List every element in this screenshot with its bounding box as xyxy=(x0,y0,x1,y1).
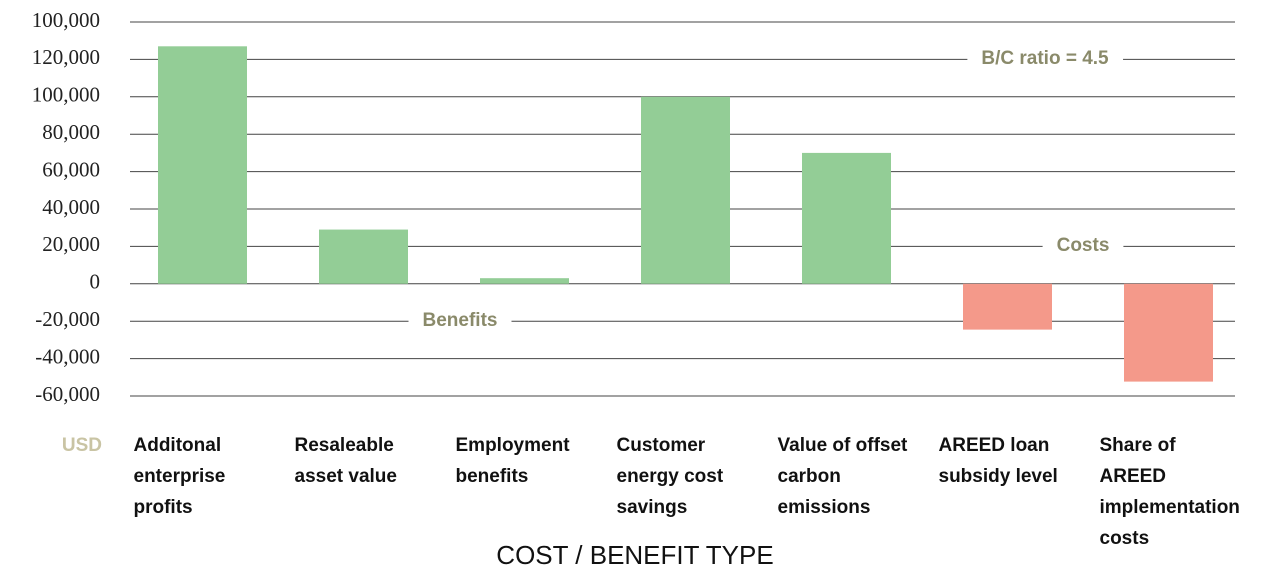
x-tick-label: Resaleable asset value xyxy=(294,435,397,487)
y-tick-label: -40,000 xyxy=(35,344,100,368)
x-axis-title: COST / BENEFIT TYPE xyxy=(496,540,774,570)
x-tick-label: Value of offset carbon emissions xyxy=(777,435,908,518)
y-tick-label: -20,000 xyxy=(35,307,100,331)
annotation-bg xyxy=(408,308,512,334)
bar xyxy=(802,152,891,284)
y-unit-label: USD xyxy=(61,435,102,456)
x-tick-label: Share of AREED implementation costs xyxy=(1099,435,1240,549)
annotation: B/C ratio = 4.5 xyxy=(967,46,1124,72)
bar xyxy=(319,229,408,284)
x-tick-label: Additonal enterprise profits xyxy=(133,435,226,518)
y-tick-label: 20,000 xyxy=(42,232,100,256)
bar xyxy=(641,96,730,284)
annotation-text: B/C ratio = 4.5 xyxy=(981,48,1109,69)
annotation: Benefits xyxy=(408,308,512,334)
x-tick-label: AREED loan subsidy level xyxy=(938,435,1058,487)
annotation-text: Costs xyxy=(1057,235,1110,256)
x-tick-label: Employment benefits xyxy=(455,435,570,487)
bar xyxy=(158,46,247,284)
y-tick-label: 80,000 xyxy=(42,120,100,144)
bar xyxy=(1124,283,1213,382)
annotation-bg xyxy=(967,46,1124,72)
bar xyxy=(963,283,1052,330)
y-tick-label: 100,000 xyxy=(32,8,100,32)
y-tick-label: 0 xyxy=(90,270,101,294)
y-tick-label: 60,000 xyxy=(42,157,100,181)
y-tick-label: -60,000 xyxy=(35,382,100,406)
bar xyxy=(480,278,569,284)
annotation-bg xyxy=(1042,233,1124,259)
x-tick-label: Customer energy cost savings xyxy=(616,435,724,518)
y-tick-label: 40,000 xyxy=(42,195,100,219)
annotation: Costs xyxy=(1042,233,1124,259)
y-tick-label: 100,000 xyxy=(32,83,100,107)
y-tick-label: 120,000 xyxy=(32,45,100,69)
annotation-text: Benefits xyxy=(423,310,498,331)
